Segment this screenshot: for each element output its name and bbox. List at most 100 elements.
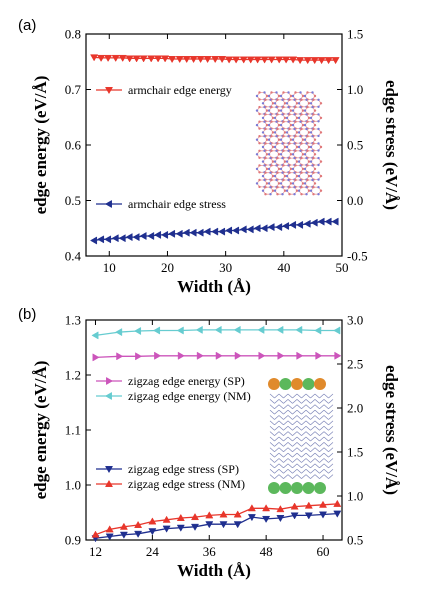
inset-hexagon bbox=[274, 157, 286, 166]
data-point bbox=[267, 223, 275, 232]
inset-hexagon bbox=[304, 106, 316, 115]
data-point bbox=[139, 231, 147, 241]
legend-label: zigzag edge stress (SP) bbox=[128, 462, 239, 476]
inset-bond bbox=[305, 404, 311, 410]
inset-atom bbox=[264, 127, 267, 131]
inset-atom bbox=[276, 193, 279, 196]
inset-atom bbox=[283, 160, 287, 163]
data-point bbox=[196, 56, 205, 64]
inset-atom bbox=[258, 98, 261, 101]
inset-atom bbox=[289, 167, 293, 171]
inset-atom bbox=[313, 94, 317, 98]
inset-bond bbox=[319, 431, 325, 436]
inset-hexagon bbox=[310, 128, 322, 137]
inset-bond bbox=[278, 399, 284, 404]
inset-bond bbox=[278, 415, 284, 420]
inset-bond bbox=[305, 425, 311, 431]
inset-atom bbox=[294, 105, 297, 109]
inset-bond bbox=[287, 431, 293, 436]
inset-bond bbox=[323, 474, 329, 479]
inset-hexagon bbox=[292, 164, 304, 173]
inset-atom bbox=[301, 109, 305, 112]
inset-bond bbox=[323, 404, 329, 410]
data-point bbox=[304, 512, 313, 520]
data-point bbox=[260, 56, 269, 64]
inset-bond bbox=[287, 425, 293, 431]
inset-hexagon bbox=[280, 92, 292, 100]
inset-bond bbox=[292, 436, 298, 442]
inset-bond bbox=[314, 415, 320, 420]
inset-atom bbox=[267, 182, 271, 185]
data-point bbox=[168, 56, 177, 64]
inset-atom bbox=[309, 160, 313, 163]
inset-bond bbox=[305, 399, 311, 404]
inset-atom bbox=[295, 160, 299, 163]
inset-bond bbox=[319, 404, 325, 410]
inset-atom bbox=[311, 120, 314, 123]
inset-atom bbox=[273, 145, 277, 149]
inset-hexagon bbox=[262, 157, 274, 166]
inset-atom bbox=[273, 174, 277, 178]
data-point bbox=[89, 236, 98, 245]
data-point bbox=[133, 326, 142, 336]
inset-bond bbox=[283, 474, 289, 479]
inset-bond bbox=[301, 436, 307, 442]
inset-bond bbox=[310, 468, 316, 474]
inset-bond bbox=[314, 452, 320, 458]
inset-atom bbox=[309, 131, 313, 134]
data-point bbox=[281, 221, 290, 231]
inset-bond bbox=[319, 425, 325, 431]
inset-atom bbox=[263, 149, 266, 152]
inset-atom bbox=[317, 156, 320, 160]
inset-atom bbox=[264, 186, 267, 189]
inset-bond bbox=[323, 447, 329, 453]
inset-atom bbox=[300, 98, 303, 102]
inset-bond bbox=[274, 458, 280, 463]
legend-label: zigzag edge energy (SP) bbox=[128, 374, 245, 388]
inset-atom bbox=[288, 171, 291, 174]
series-line bbox=[95, 512, 338, 539]
inset-bond bbox=[269, 463, 275, 469]
y-tick-label-right: 0.5 bbox=[347, 138, 363, 153]
x-axis-label: Width (Å) bbox=[177, 277, 251, 296]
inset-atom bbox=[283, 102, 287, 105]
inset-atom bbox=[300, 186, 303, 189]
inset-atom bbox=[295, 131, 299, 134]
x-tick-label: 24 bbox=[146, 544, 160, 559]
legend-marker bbox=[104, 87, 114, 95]
inset-atom bbox=[285, 160, 289, 163]
inset-bond bbox=[287, 399, 293, 404]
inset-bond bbox=[323, 420, 329, 426]
y-axis-label-left: edge energy (eV/Å) bbox=[31, 361, 50, 500]
inset-atom bbox=[299, 135, 302, 138]
inset-atom bbox=[277, 182, 281, 185]
inset-atom bbox=[261, 102, 265, 105]
inset-atom bbox=[299, 178, 302, 182]
inset-atom bbox=[275, 105, 278, 109]
inset-bond bbox=[305, 420, 311, 426]
inset-atom bbox=[303, 94, 307, 98]
inset-atom bbox=[265, 138, 269, 141]
data-point bbox=[233, 510, 242, 518]
inset-atom bbox=[312, 142, 315, 145]
inset-atom bbox=[313, 167, 317, 171]
inset-atom bbox=[319, 116, 323, 120]
inset-hexagon bbox=[298, 128, 310, 137]
inset-atom bbox=[267, 94, 271, 98]
y-tick-label-left: 0.5 bbox=[65, 193, 81, 208]
data-point bbox=[331, 217, 339, 226]
y-tick-label-right: -0.5 bbox=[347, 249, 368, 264]
inset-hexagon bbox=[274, 99, 286, 108]
inset-atom bbox=[293, 156, 296, 160]
data-point bbox=[290, 502, 299, 510]
inset-atom bbox=[317, 98, 320, 102]
inset-atom bbox=[312, 113, 315, 116]
inset-atom bbox=[279, 109, 283, 112]
inset-hexagon bbox=[280, 135, 292, 144]
data-point bbox=[125, 55, 134, 63]
inset-bond bbox=[278, 447, 284, 453]
inset-atom bbox=[264, 98, 267, 102]
inset-bond bbox=[292, 474, 298, 479]
inset-bond bbox=[305, 393, 311, 399]
